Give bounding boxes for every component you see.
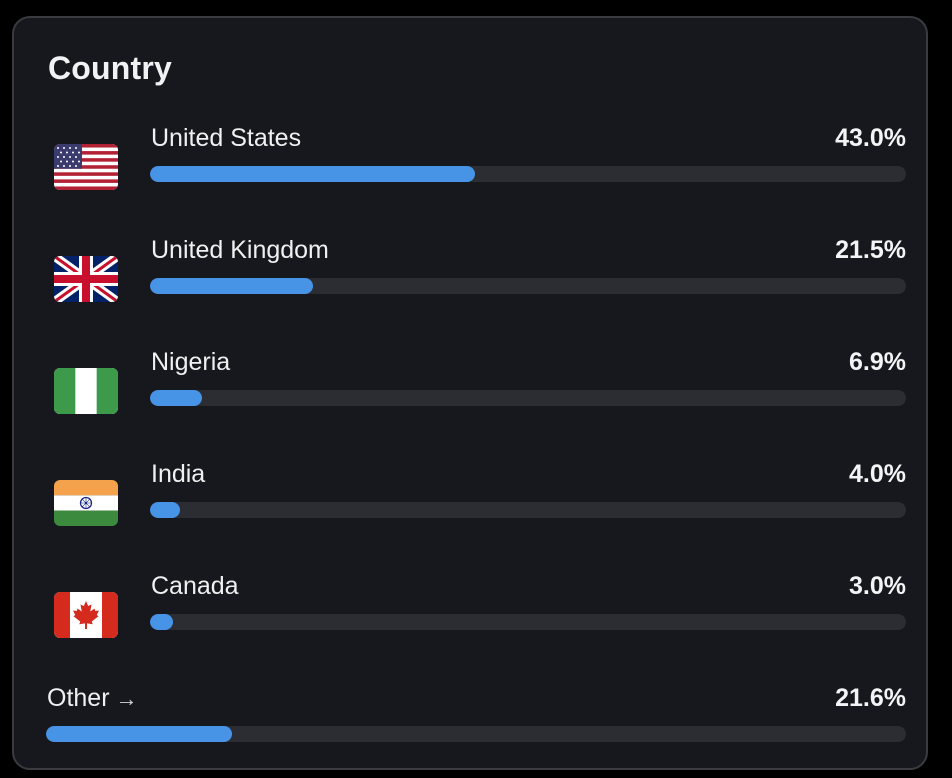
country-name: United Kingdom — [151, 236, 329, 264]
country-row-india: India 4.0% — [14, 458, 926, 528]
country-row-canada: Canada 3.0% — [14, 570, 926, 640]
country-percent: 21.5% — [835, 236, 906, 264]
us-flag-icon — [54, 144, 118, 190]
arrow-right-icon: → — [115, 686, 138, 711]
nigeria-flag-icon — [54, 368, 118, 414]
india-flag-icon — [54, 480, 118, 526]
other-row: Other → 21.6% — [14, 682, 926, 752]
country-row-united-kingdom: United Kingdom 21.5% — [14, 234, 926, 304]
country-row-united-states: United States 43.0% — [14, 122, 926, 192]
progress-fill — [46, 726, 232, 742]
country-name: United States — [151, 124, 302, 152]
progress-track — [150, 166, 906, 182]
progress-fill — [150, 278, 313, 294]
other-link[interactable]: Other → — [47, 682, 138, 715]
uk-flag-icon — [54, 256, 118, 302]
progress-fill — [150, 614, 173, 630]
progress-track — [46, 726, 906, 742]
canada-flag-icon — [54, 592, 118, 638]
country-name: Canada — [151, 572, 239, 600]
progress-track — [150, 278, 906, 294]
progress-track — [150, 614, 906, 630]
other-label: Other — [47, 684, 110, 712]
progress-fill — [150, 390, 203, 406]
country-name: Nigeria — [151, 348, 231, 376]
country-percent: 43.0% — [835, 124, 906, 152]
progress-fill — [150, 502, 181, 518]
progress-track — [150, 390, 906, 406]
card-title: Country — [48, 50, 173, 86]
country-name: India — [151, 460, 206, 488]
country-card: Country Uni — [12, 16, 928, 770]
progress-track — [150, 502, 906, 518]
country-row-nigeria: Nigeria 6.9% — [14, 346, 926, 416]
country-percent: 3.0% — [849, 572, 906, 600]
other-percent: 21.6% — [835, 684, 906, 712]
progress-fill — [150, 166, 476, 182]
country-percent: 6.9% — [849, 348, 906, 376]
country-percent: 4.0% — [849, 460, 906, 488]
